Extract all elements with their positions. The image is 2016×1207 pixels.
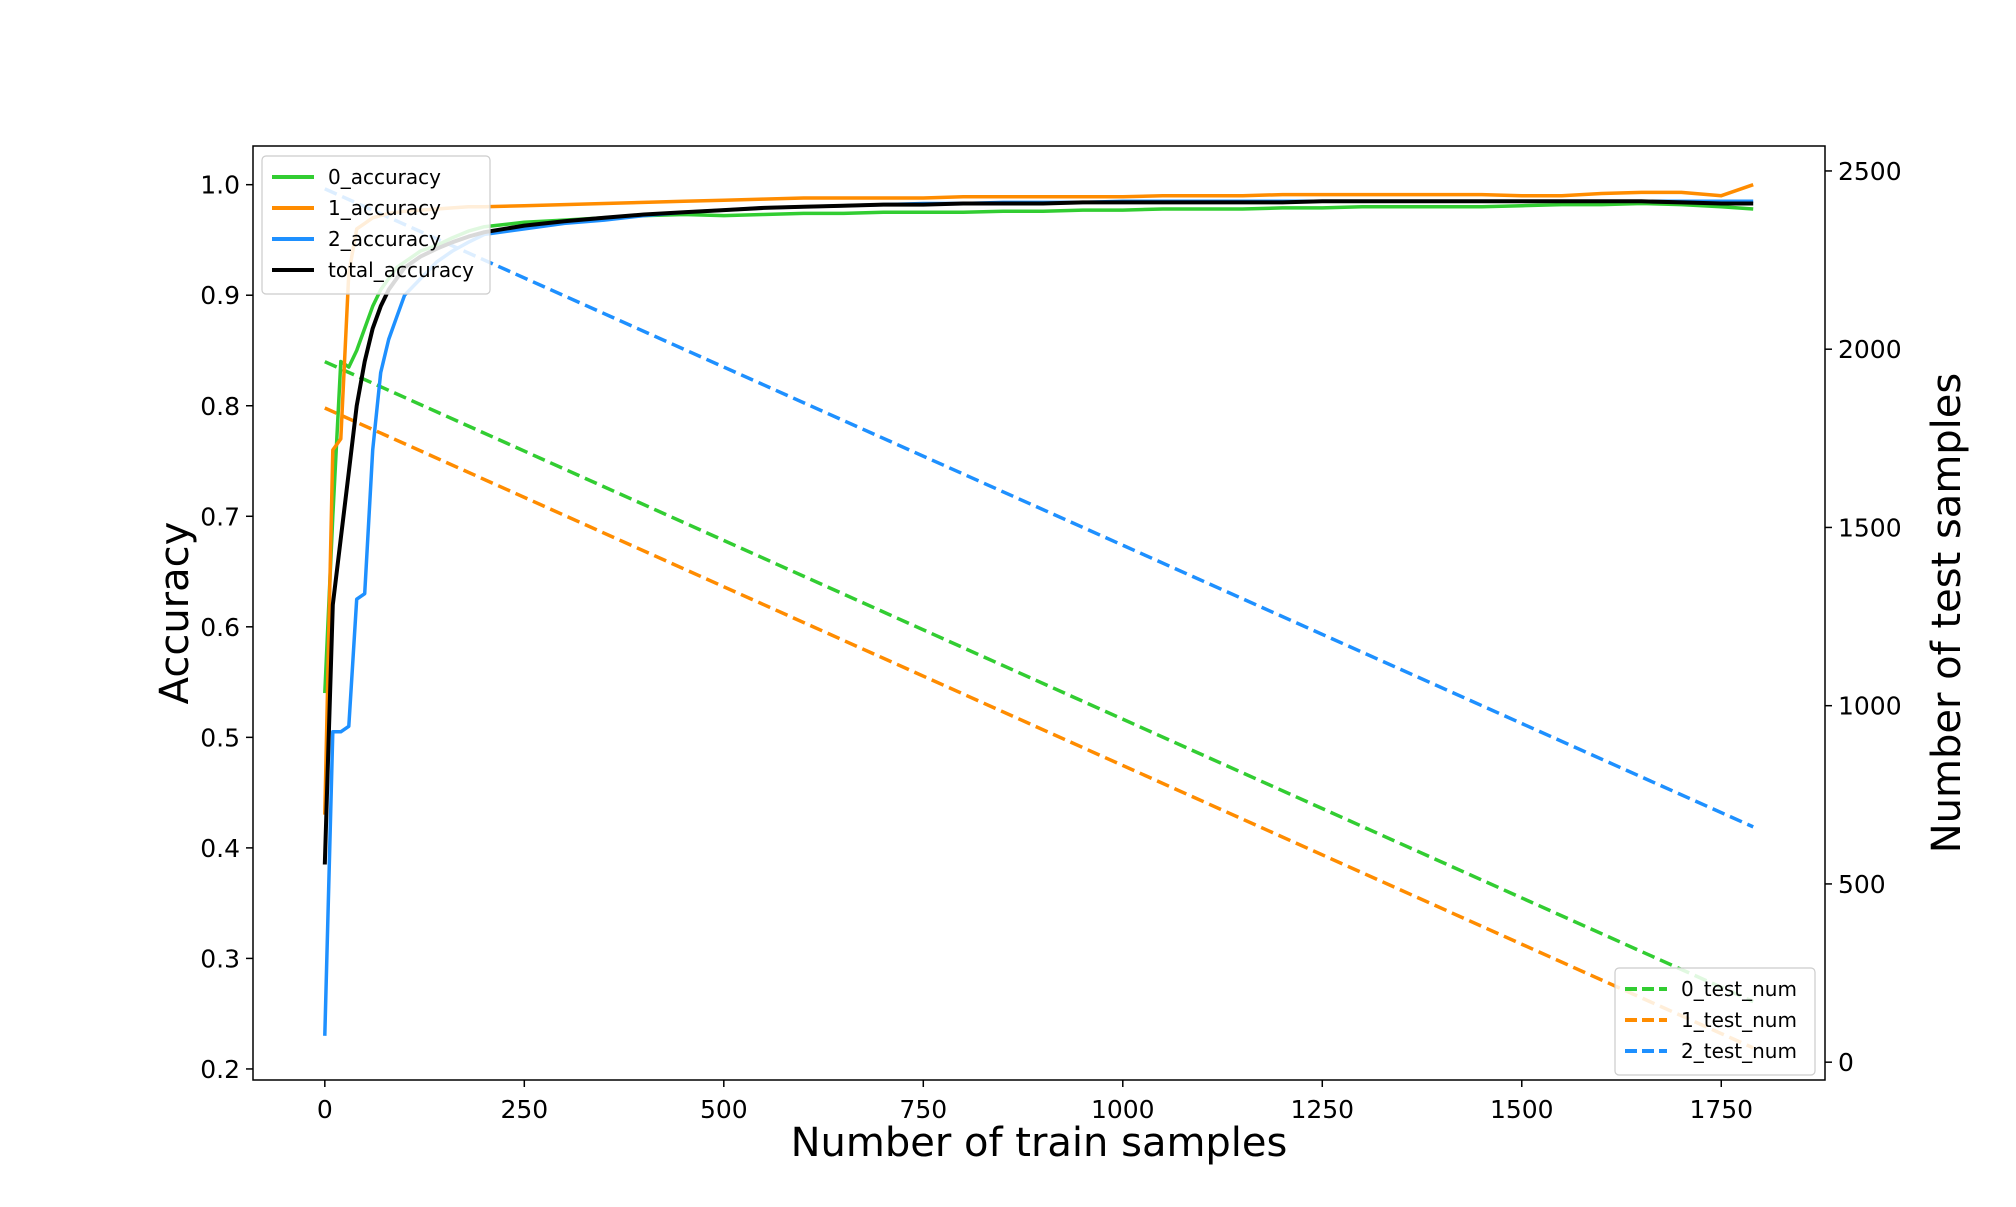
y2-tick-label: 2000 xyxy=(1838,335,1902,364)
x-tick-label: 1750 xyxy=(1689,1095,1753,1124)
legend-label-0_accuracy: 0_accuracy xyxy=(328,165,441,189)
x-tick-label: 750 xyxy=(899,1095,947,1124)
legend-label-2_accuracy: 2_accuracy xyxy=(328,227,441,251)
series-line-0_test_num xyxy=(324,360,1754,1004)
y-tick-label: 0.3 xyxy=(200,944,240,973)
y2-tick-label: 500 xyxy=(1838,870,1886,899)
legend-box xyxy=(261,155,491,295)
y-tick-label: 0.5 xyxy=(200,723,240,752)
y-tick-label: 1.0 xyxy=(200,171,240,200)
legend-accuracy: 0_accuracy 1_accuracy 2_accuracy total_accu… xyxy=(261,155,491,295)
x-tick-label: 500 xyxy=(700,1095,748,1124)
legend-label-total_accuracy: total_accuracy xyxy=(328,258,474,282)
y-tick-label: 0.8 xyxy=(200,392,240,421)
plot-frame xyxy=(252,145,1826,1081)
legend-label-1_accuracy: 1_accuracy xyxy=(328,196,441,220)
x-tick-label: 0 xyxy=(317,1095,333,1124)
y-tick-label: 0.9 xyxy=(200,281,240,310)
y-axis-title: Accuracy xyxy=(152,522,198,705)
y-tick-label: 0.4 xyxy=(200,834,240,863)
y2-tick-label: 0 xyxy=(1838,1048,1854,1077)
axes-layer: 0 250 500 750 1000 1250 1500 1750 0.2 0.3 0.4 0.5 0.… xyxy=(200,157,1901,1124)
y2-tick-label: 2500 xyxy=(1838,157,1902,186)
y-tick-label: 0.6 xyxy=(200,613,240,642)
x-tick-label: 1500 xyxy=(1490,1095,1554,1124)
series-line-1_test_num xyxy=(324,406,1754,1050)
y2-tick-label: 1000 xyxy=(1838,692,1902,721)
x-tick-label: 250 xyxy=(500,1095,548,1124)
y2-axis-title: Number of test samples xyxy=(1924,373,1970,853)
x-axis-title: Number of train samples xyxy=(791,1120,1288,1166)
x-tick-label: 1000 xyxy=(1091,1095,1155,1124)
legend-box xyxy=(1614,967,1816,1076)
y-tick-label: 0.7 xyxy=(200,502,240,531)
y2-tick-label: 1500 xyxy=(1838,513,1902,542)
legend-test-num: 0_test_num 1_test_num 2_test_num xyxy=(1614,967,1816,1076)
y-tick-label: 0.2 xyxy=(200,1055,240,1084)
x-tick-label: 1250 xyxy=(1290,1095,1354,1124)
legend-label-1_test_num: 1_test_num xyxy=(1681,1008,1797,1032)
legend-label-0_test_num: 0_test_num xyxy=(1681,977,1797,1001)
series-line-2_test_num xyxy=(324,187,1754,829)
legend-label-2_test_num: 2_test_num xyxy=(1681,1039,1797,1063)
